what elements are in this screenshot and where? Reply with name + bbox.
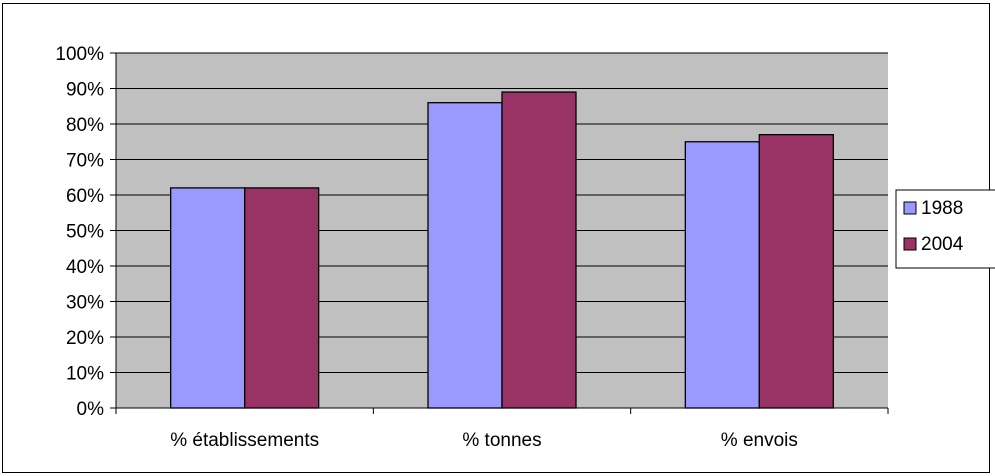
legend-swatch-2004 xyxy=(903,237,917,251)
bar-1988-1 xyxy=(427,102,503,409)
y-tick-label: 60% xyxy=(66,186,104,207)
x-category-label: % tonnes xyxy=(462,430,541,451)
bar-2004-1 xyxy=(501,91,577,409)
y-tick-label: 100% xyxy=(55,44,104,65)
bar-1988-0 xyxy=(170,187,246,409)
y-tick-label: 70% xyxy=(66,151,104,172)
y-tick-label: 80% xyxy=(66,115,104,136)
bar-1988-2 xyxy=(684,141,760,409)
legend-label-2004: 2004 xyxy=(921,234,964,255)
legend-swatch-1988 xyxy=(903,201,917,215)
y-tick-label: 50% xyxy=(66,222,104,243)
y-tick-label: 40% xyxy=(66,257,104,278)
y-tick-label: 0% xyxy=(77,399,105,420)
y-tick-label: 90% xyxy=(66,80,104,101)
bar-2004-2 xyxy=(758,133,834,409)
bar-2004-0 xyxy=(244,187,320,409)
y-tick-label: 30% xyxy=(66,293,104,314)
y-tick-label: 10% xyxy=(66,364,104,385)
y-tick-label: 20% xyxy=(66,328,104,349)
x-category-label: % envois xyxy=(721,430,798,451)
x-category-label: % établissements xyxy=(170,430,319,451)
legend-label-1988: 1988 xyxy=(921,198,963,219)
